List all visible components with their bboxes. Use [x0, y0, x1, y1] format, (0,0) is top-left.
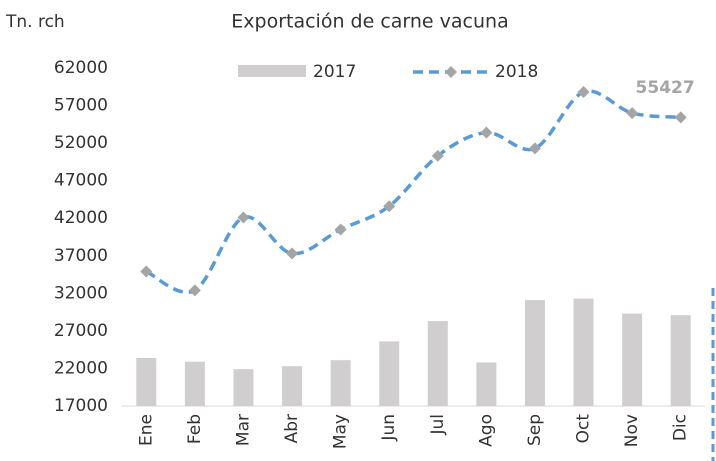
marker [237, 211, 250, 224]
marker [674, 111, 687, 124]
y-tick-label: 62000 [54, 58, 108, 78]
data-label: 55427 [636, 78, 695, 98]
bar [524, 300, 545, 406]
y-tick-label: 27000 [54, 321, 108, 341]
line [145, 89, 681, 294]
marker [140, 265, 153, 278]
y-tick-label: 17000 [54, 396, 108, 416]
bar [379, 341, 400, 406]
legend-marker [445, 66, 457, 78]
x-tick-label: Mar [233, 414, 253, 446]
y-tick-label: 32000 [54, 283, 108, 303]
bar [622, 313, 643, 406]
legend-swatch [238, 65, 306, 77]
bar [330, 360, 351, 406]
y-tick-label: 57000 [54, 96, 108, 116]
y-tick-label: 47000 [54, 171, 108, 191]
x-tick-label: Abr [282, 414, 302, 443]
legend-label: 2018 [495, 62, 538, 82]
bar [670, 315, 691, 406]
x-tick-label: Jun [379, 414, 399, 442]
y-tick-label: 37000 [54, 246, 108, 266]
marker [188, 284, 201, 297]
marker [334, 223, 347, 236]
marker [480, 126, 493, 139]
y-tick-label: 22000 [54, 358, 108, 378]
x-tick-label: Dic [671, 414, 691, 441]
x-tick-label: Ene [136, 414, 156, 446]
bar [476, 362, 497, 406]
y-axis-label: Tn. rch [5, 12, 65, 32]
x-tick-label: Feb [185, 414, 205, 444]
legend-label: 2017 [313, 62, 356, 82]
bar [233, 369, 254, 406]
bar [282, 366, 303, 406]
x-tick-label: May [331, 414, 351, 449]
marker [577, 86, 590, 99]
bar [184, 361, 205, 406]
marker [528, 142, 541, 155]
bar [573, 298, 594, 406]
marker [431, 149, 444, 162]
bar [136, 357, 157, 406]
y-tick-label: 52000 [54, 133, 108, 153]
marker [286, 247, 299, 260]
marker [383, 200, 396, 213]
x-tick-label: Jul [428, 414, 448, 436]
marker [626, 107, 639, 120]
bar [427, 321, 448, 406]
chart-title: Exportación de carne vacuna [231, 11, 508, 33]
x-tick-label: Ago [476, 414, 496, 447]
x-tick-label: Oct [574, 414, 594, 444]
y-tick-label: 42000 [54, 208, 108, 228]
x-tick-label: Sep [525, 414, 545, 446]
x-tick-label: Nov [622, 414, 642, 447]
